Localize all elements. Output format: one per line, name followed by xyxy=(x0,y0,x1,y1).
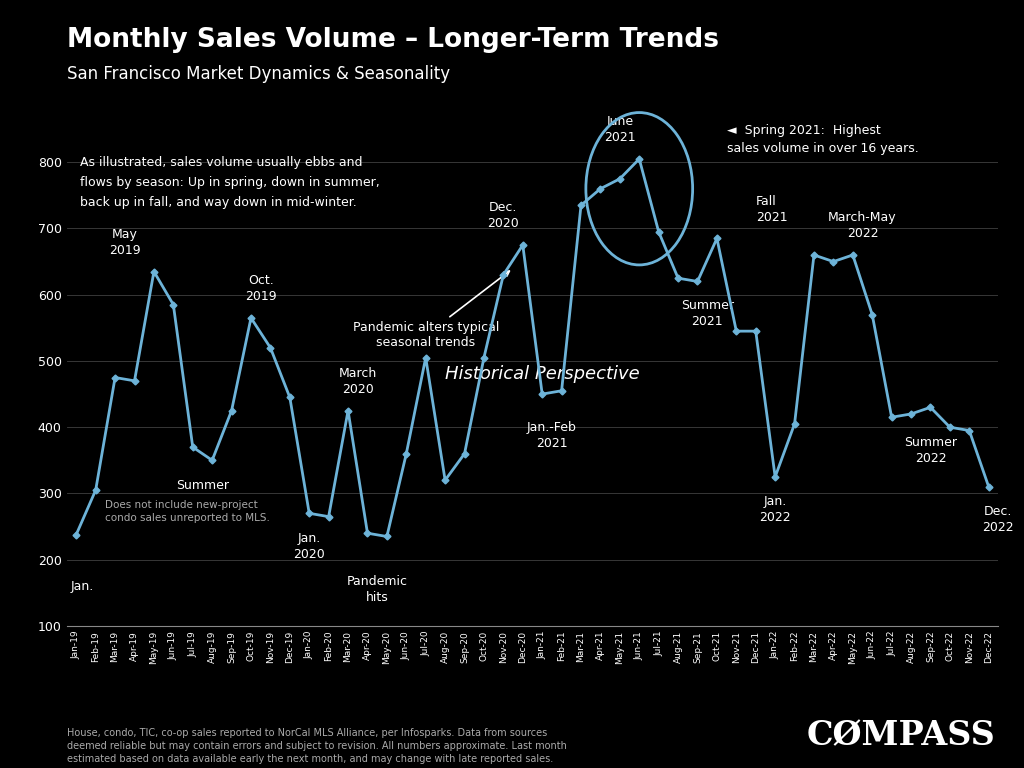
Text: May
2019: May 2019 xyxy=(109,228,140,257)
Text: Does not include new-project
condo sales unreported to MLS.: Does not include new-project condo sales… xyxy=(105,500,270,523)
Text: Summer
2022: Summer 2022 xyxy=(904,435,957,465)
Text: Summer
2021: Summer 2021 xyxy=(681,299,734,328)
Text: Oct.
2019: Oct. 2019 xyxy=(245,274,276,303)
Text: Monthly Sales Volume – Longer-Term Trends: Monthly Sales Volume – Longer-Term Trend… xyxy=(67,27,719,53)
Text: ◄  Spring 2021:  Highest
sales volume in over 16 years.: ◄ Spring 2021: Highest sales volume in o… xyxy=(727,124,919,155)
Text: Dec.
2020: Dec. 2020 xyxy=(487,201,519,230)
Text: CØMPASS: CØMPASS xyxy=(807,720,995,753)
Text: Jan.
2020: Jan. 2020 xyxy=(293,532,325,561)
Text: March-May
2022: March-May 2022 xyxy=(828,211,897,240)
Text: House, condo, TIC, co-op sales reported to NorCal MLS Alliance, per Infosparks. : House, condo, TIC, co-op sales reported … xyxy=(67,728,566,764)
Text: June
2021: June 2021 xyxy=(604,115,636,144)
Text: Fall
2021: Fall 2021 xyxy=(756,195,787,223)
Text: Summer: Summer xyxy=(176,479,229,492)
Text: San Francisco Market Dynamics & Seasonality: San Francisco Market Dynamics & Seasonal… xyxy=(67,65,450,83)
Text: Jan.: Jan. xyxy=(71,580,93,593)
Text: Dec.
2022: Dec. 2022 xyxy=(983,505,1014,535)
Text: Jan.
2022: Jan. 2022 xyxy=(760,495,791,525)
Text: March
2020: March 2020 xyxy=(339,367,377,396)
Text: Historical Perspective: Historical Perspective xyxy=(444,366,640,383)
Text: As illustrated, sales volume usually ebbs and
flows by season: Up in spring, dow: As illustrated, sales volume usually ebb… xyxy=(80,156,380,209)
Text: Jan.-Feb
2021: Jan.-Feb 2021 xyxy=(527,421,577,449)
Text: Pandemic
hits: Pandemic hits xyxy=(347,575,408,604)
Text: Pandemic alters typical
seasonal trends: Pandemic alters typical seasonal trends xyxy=(352,271,509,349)
